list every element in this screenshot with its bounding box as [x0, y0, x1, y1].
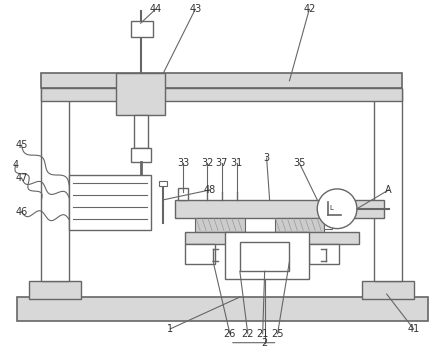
Bar [185, 232, 359, 245]
Bar [17, 297, 428, 321]
Bar [374, 89, 401, 281]
Text: 4: 4 [12, 160, 19, 170]
Bar [324, 221, 332, 229]
Bar [134, 115, 148, 148]
Text: 47: 47 [16, 173, 28, 183]
Text: 33: 33 [177, 158, 190, 168]
Bar [175, 200, 384, 218]
Text: 42: 42 [303, 4, 315, 14]
Text: L: L [329, 205, 333, 211]
Bar [131, 21, 152, 37]
Bar [275, 218, 324, 232]
Bar [159, 181, 167, 186]
Text: 43: 43 [189, 4, 201, 14]
Text: 21: 21 [256, 329, 269, 339]
Bar [179, 188, 188, 200]
Bar [116, 73, 165, 115]
Bar [69, 175, 151, 230]
Bar [42, 89, 69, 281]
Bar [362, 281, 415, 299]
Text: 35: 35 [293, 158, 306, 168]
Text: 46: 46 [16, 207, 28, 217]
Bar [28, 281, 81, 299]
Bar [195, 218, 245, 232]
Text: 41: 41 [408, 324, 420, 334]
Text: 1: 1 [167, 324, 174, 334]
Text: 31: 31 [231, 158, 243, 168]
Text: 48: 48 [204, 185, 216, 195]
Text: A: A [385, 185, 392, 195]
Bar [131, 148, 151, 162]
Bar [309, 245, 339, 264]
Bar [240, 242, 289, 271]
Text: 45: 45 [16, 140, 28, 150]
Text: 22: 22 [241, 329, 254, 339]
Text: 25: 25 [271, 329, 284, 339]
Text: 3: 3 [264, 153, 270, 163]
Text: 37: 37 [216, 158, 228, 168]
Bar [42, 73, 401, 88]
Bar [42, 88, 401, 101]
Text: 26: 26 [224, 329, 236, 339]
Text: 32: 32 [201, 158, 213, 168]
Bar [185, 245, 215, 264]
Bar [225, 232, 309, 279]
Circle shape [317, 189, 357, 229]
Text: 44: 44 [149, 4, 162, 14]
Text: 2: 2 [261, 338, 268, 348]
